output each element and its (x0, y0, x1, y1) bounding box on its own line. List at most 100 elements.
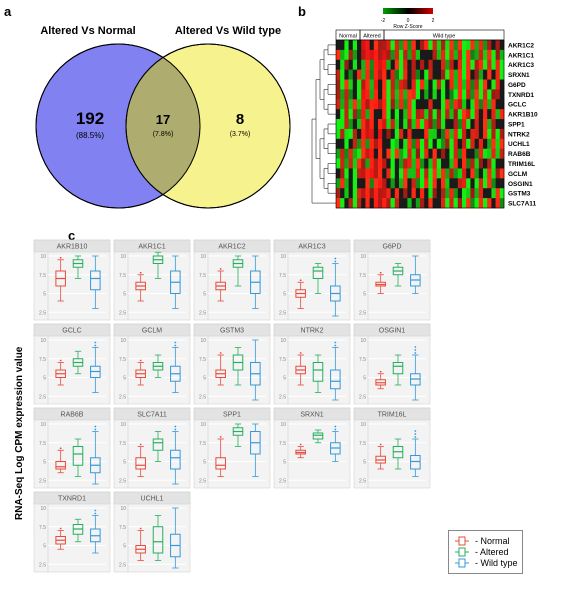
svg-text:SLC7A11: SLC7A11 (508, 201, 537, 208)
svg-text:OSGIN1: OSGIN1 (508, 181, 533, 188)
svg-text:2.5: 2.5 (359, 394, 366, 400)
svg-text:10: 10 (360, 338, 366, 344)
svg-text:RAB6B: RAB6B (508, 151, 531, 158)
legend: - Normal- Altered- Wild type (448, 530, 523, 574)
svg-text:SRXN1: SRXN1 (508, 72, 530, 79)
venn-diagram: Altered Vs NormalAltered Vs Wild type192… (8, 6, 298, 226)
svg-text:192: 192 (76, 109, 104, 128)
svg-text:10: 10 (360, 422, 366, 428)
svg-text:2.5: 2.5 (119, 562, 126, 568)
svg-text:5: 5 (43, 460, 46, 466)
svg-text:5: 5 (43, 292, 46, 298)
svg-text:(7.8%): (7.8%) (153, 131, 174, 138)
svg-text:SRXN1: SRXN1 (300, 412, 323, 419)
svg-text:2.5: 2.5 (39, 478, 46, 484)
svg-text:RAB6B: RAB6B (61, 412, 84, 419)
svg-text:10: 10 (280, 254, 286, 260)
svg-text:7.5: 7.5 (39, 525, 46, 531)
svg-text:5: 5 (283, 292, 286, 298)
svg-text:2.5: 2.5 (199, 394, 206, 400)
svg-text:10: 10 (120, 506, 126, 512)
svg-text:AKR1B10: AKR1B10 (508, 112, 538, 119)
svg-text:2.5: 2.5 (39, 394, 46, 400)
svg-text:10: 10 (280, 338, 286, 344)
svg-text:-2: -2 (381, 18, 386, 24)
svg-text:10: 10 (40, 506, 46, 512)
panel-b-label: b (298, 4, 306, 19)
svg-text:5: 5 (203, 460, 206, 466)
svg-text:2.5: 2.5 (199, 478, 206, 484)
svg-text:7.5: 7.5 (119, 525, 126, 531)
svg-text:2.5: 2.5 (199, 310, 206, 316)
svg-text:7.5: 7.5 (279, 441, 286, 447)
svg-text:SLC7A11: SLC7A11 (137, 412, 167, 419)
legend-item: - Altered (453, 547, 518, 557)
svg-text:7.5: 7.5 (119, 357, 126, 363)
svg-text:8: 8 (236, 111, 244, 128)
svg-text:GCLC: GCLC (62, 328, 81, 335)
svg-text:10: 10 (40, 422, 46, 428)
svg-text:7.5: 7.5 (359, 357, 366, 363)
boxplot-grid: AKR1B10 2.5 5 7.5 10 AKR1C1 2.5 5 7.5 10 AKR1C2 2.5… (28, 236, 438, 606)
svg-text:7.5: 7.5 (359, 273, 366, 279)
svg-text:NTRK2: NTRK2 (508, 131, 530, 138)
svg-text:AKR1C3: AKR1C3 (508, 62, 534, 69)
svg-text:SPP1: SPP1 (508, 121, 525, 128)
svg-text:10: 10 (120, 254, 126, 260)
heatmap: -202Row Z-ScoreNormalAlteredWild typeAKR… (308, 8, 560, 228)
svg-text:5: 5 (283, 460, 286, 466)
svg-text:17: 17 (156, 112, 170, 127)
svg-text:7.5: 7.5 (39, 357, 46, 363)
svg-text:7.5: 7.5 (39, 273, 46, 279)
svg-text:7.5: 7.5 (279, 273, 286, 279)
svg-text:5: 5 (363, 376, 366, 382)
svg-text:2.5: 2.5 (119, 310, 126, 316)
svg-text:(3.7%): (3.7%) (230, 131, 251, 138)
svg-text:7.5: 7.5 (359, 441, 366, 447)
svg-text:AKR1C2: AKR1C2 (508, 42, 534, 49)
svg-text:2.5: 2.5 (279, 478, 286, 484)
svg-text:SPP1: SPP1 (223, 412, 241, 419)
svg-text:G6PD: G6PD (382, 244, 401, 251)
svg-text:AKR1C2: AKR1C2 (218, 244, 245, 251)
svg-text:GCLC: GCLC (508, 102, 527, 109)
svg-text:10: 10 (200, 338, 206, 344)
svg-text:2.5: 2.5 (359, 310, 366, 316)
svg-text:2.5: 2.5 (39, 562, 46, 568)
svg-text:5: 5 (123, 544, 126, 550)
svg-text:GCLM: GCLM (508, 171, 527, 178)
svg-text:(88.5%): (88.5%) (76, 131, 104, 140)
svg-text:10: 10 (200, 422, 206, 428)
svg-text:5: 5 (363, 460, 366, 466)
svg-text:7.5: 7.5 (119, 441, 126, 447)
svg-text:10: 10 (40, 338, 46, 344)
svg-text:5: 5 (203, 292, 206, 298)
svg-text:10: 10 (200, 254, 206, 260)
svg-text:5: 5 (43, 544, 46, 550)
svg-text:10: 10 (40, 254, 46, 260)
svg-text:AKR1C1: AKR1C1 (508, 52, 534, 59)
svg-text:2: 2 (432, 18, 435, 24)
svg-text:AKR1C1: AKR1C1 (138, 244, 165, 251)
svg-text:GSTM3: GSTM3 (508, 191, 531, 198)
svg-text:10: 10 (120, 338, 126, 344)
svg-text:2.5: 2.5 (279, 310, 286, 316)
svg-text:2.5: 2.5 (119, 478, 126, 484)
svg-text:Row Z-Score: Row Z-Score (393, 24, 422, 30)
legend-item: - Normal (453, 536, 518, 546)
svg-text:TXNRD1: TXNRD1 (58, 496, 86, 503)
svg-text:7.5: 7.5 (199, 441, 206, 447)
svg-text:10: 10 (280, 422, 286, 428)
svg-text:NTRK2: NTRK2 (301, 328, 324, 335)
legend-item: - Wild type (453, 558, 518, 568)
svg-text:GSTM3: GSTM3 (220, 328, 244, 335)
svg-text:2.5: 2.5 (279, 394, 286, 400)
svg-text:7.5: 7.5 (199, 357, 206, 363)
svg-text:5: 5 (363, 292, 366, 298)
svg-text:Normal: Normal (339, 34, 357, 40)
svg-text:AKR1B10: AKR1B10 (57, 244, 88, 251)
svg-text:OSGIN1: OSGIN1 (379, 328, 406, 335)
svg-text:Altered Vs Wild type: Altered Vs Wild type (175, 25, 281, 37)
svg-text:10: 10 (360, 254, 366, 260)
svg-text:2.5: 2.5 (39, 310, 46, 316)
